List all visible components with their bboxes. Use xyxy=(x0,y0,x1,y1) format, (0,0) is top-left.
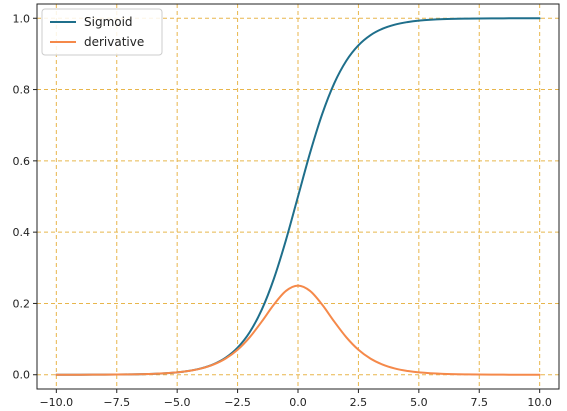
series-line-derivative xyxy=(55,284,541,376)
legend-label: derivative xyxy=(84,35,144,49)
y-tick-label: 0.6 xyxy=(13,155,31,168)
legend-label: Sigmoid xyxy=(84,15,133,29)
x-tick-label: −10.0 xyxy=(39,396,73,409)
y-tick-label: 1.0 xyxy=(13,12,31,25)
x-tick-label: 2.5 xyxy=(350,396,368,409)
series-layer xyxy=(55,17,541,376)
legend: Sigmoid derivative xyxy=(41,8,163,56)
ticks: −10.0 −7.5 −5.0 −2.5 0.0 2.5 5.0 7.5 10.0 0.0 0.2 0… xyxy=(13,12,552,409)
x-tick-label: −2.5 xyxy=(224,396,251,409)
y-tick-label: 0.0 xyxy=(13,369,31,382)
x-tick-label: 5.0 xyxy=(410,396,428,409)
y-tick-label: 0.8 xyxy=(13,84,31,97)
y-tick-label: 0.2 xyxy=(13,297,31,310)
x-tick-label: −5.0 xyxy=(164,396,191,409)
legend-box xyxy=(41,8,163,56)
x-tick-label: 7.5 xyxy=(471,396,489,409)
x-tick-label: 0.0 xyxy=(289,396,307,409)
x-tick-label: −7.5 xyxy=(103,396,130,409)
x-tick-label: 10.0 xyxy=(527,396,552,409)
y-tick-label: 0.4 xyxy=(13,226,31,239)
